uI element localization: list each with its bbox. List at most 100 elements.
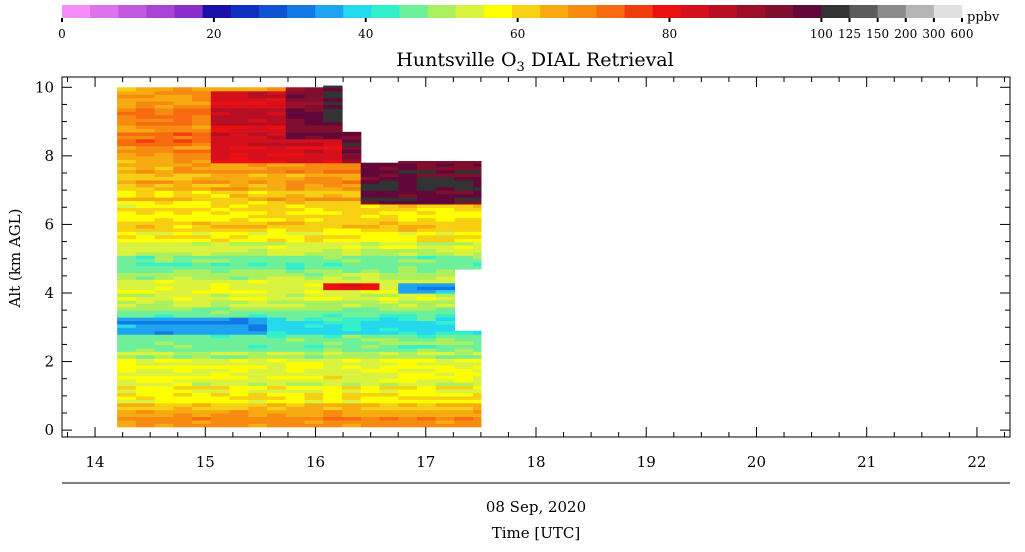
heatmap-cell (117, 125, 137, 130)
heatmap-cell (229, 282, 249, 287)
heatmap-cell (267, 183, 287, 188)
heatmap-cell (304, 162, 324, 167)
heatmap-cell (473, 368, 482, 373)
heatmap-cell (117, 282, 137, 287)
heatmap-cell (454, 423, 474, 428)
colorbar-tick-label: 100 (810, 27, 833, 41)
heatmap-cell (229, 272, 249, 277)
heatmap-cell (210, 330, 231, 335)
y-tick-label: 0 (44, 421, 54, 439)
heatmap-cell (154, 87, 174, 92)
heatmap-cell (248, 238, 268, 243)
heatmap-cell (229, 87, 249, 92)
heatmap-cell (473, 162, 482, 167)
heatmap-cell (285, 107, 306, 112)
heatmap-cell (135, 217, 156, 222)
heatmap-cell (435, 162, 456, 167)
heatmap-cell (435, 255, 456, 260)
heatmap-cell (248, 118, 268, 123)
heatmap-cell (248, 142, 268, 147)
heatmap-cell (379, 272, 399, 277)
heatmap-cell (229, 286, 249, 291)
heatmap-cell (248, 145, 268, 150)
heatmap-cell (473, 238, 482, 243)
heatmap-cell (210, 320, 231, 325)
heatmap-cell (379, 327, 399, 332)
colorbar-swatch (118, 5, 147, 18)
heatmap-cell (229, 214, 249, 219)
heatmap-cell (341, 173, 362, 178)
heatmap-cell (192, 378, 212, 383)
heatmap-cell (341, 289, 362, 294)
heatmap-cell (304, 217, 324, 222)
heatmap-cell (135, 186, 156, 191)
heatmap-cell (341, 354, 362, 359)
heatmap-cell (229, 169, 249, 174)
heatmap-cell (454, 245, 474, 250)
heatmap-cell (154, 375, 174, 380)
heatmap-cell (229, 392, 249, 397)
heatmap-cell (285, 210, 306, 215)
colorbar-swatch (287, 5, 316, 18)
heatmap-cell (248, 111, 268, 116)
heatmap-cell (229, 310, 249, 315)
heatmap-cell (135, 347, 156, 352)
heatmap-cell (435, 186, 456, 191)
heatmap-cell (173, 152, 193, 157)
heatmap-cell (454, 186, 474, 191)
heatmap-cell (285, 375, 306, 380)
heatmap-cell (229, 299, 249, 304)
heatmap-cell (360, 224, 381, 229)
heatmap-cell (210, 145, 231, 150)
heatmap-cell (267, 351, 287, 356)
heatmap-cell (173, 214, 193, 219)
heatmap-cell (360, 399, 381, 404)
heatmap-cell (285, 169, 306, 174)
heatmap-cell (154, 149, 174, 154)
heatmap-cell (454, 409, 474, 414)
heatmap-cell (323, 296, 343, 301)
heatmap-cell (210, 368, 231, 373)
heatmap-cell (173, 217, 193, 222)
heatmap-cell (229, 231, 249, 236)
heatmap-cell (398, 347, 418, 352)
heatmap-cell (154, 368, 174, 373)
heatmap-cell (210, 255, 231, 260)
heatmap-cell (210, 395, 231, 400)
heatmap-cell (135, 131, 156, 136)
heatmap-cell (473, 392, 482, 397)
heatmap-cell (304, 155, 324, 160)
heatmap-cell (210, 389, 231, 394)
heatmap-cell (154, 135, 174, 140)
heatmap-cell (341, 203, 362, 208)
heatmap-cell (154, 217, 174, 222)
heatmap-cell (304, 186, 324, 191)
heatmap-cell (229, 94, 249, 99)
heatmap-cell (360, 327, 381, 332)
heatmap-cell (154, 341, 174, 346)
heatmap-cell (285, 186, 306, 191)
heatmap-cell (323, 419, 343, 424)
heatmap-cell (210, 296, 231, 301)
heatmap-cell (398, 341, 418, 346)
heatmap-cell (210, 347, 231, 352)
heatmap-cell (192, 183, 212, 188)
heatmap-cell (248, 317, 268, 322)
heatmap-cell (379, 306, 399, 311)
heatmap-cell (192, 341, 212, 346)
heatmap-cell (416, 385, 437, 390)
heatmap-cell (135, 94, 156, 99)
heatmap-cell (285, 323, 306, 328)
heatmap-cell (398, 258, 418, 263)
heatmap-cell (379, 303, 399, 308)
heatmap-cell (473, 330, 482, 335)
heatmap-cell (341, 131, 362, 136)
colorbar-swatch (174, 5, 204, 18)
heatmap-cell (304, 313, 324, 318)
heatmap-cell (379, 286, 399, 291)
heatmap-cell (323, 118, 343, 123)
heatmap-cell (154, 402, 174, 407)
heatmap-cell (210, 251, 231, 256)
heatmap-cell (154, 104, 174, 109)
heatmap-cell (435, 416, 456, 421)
